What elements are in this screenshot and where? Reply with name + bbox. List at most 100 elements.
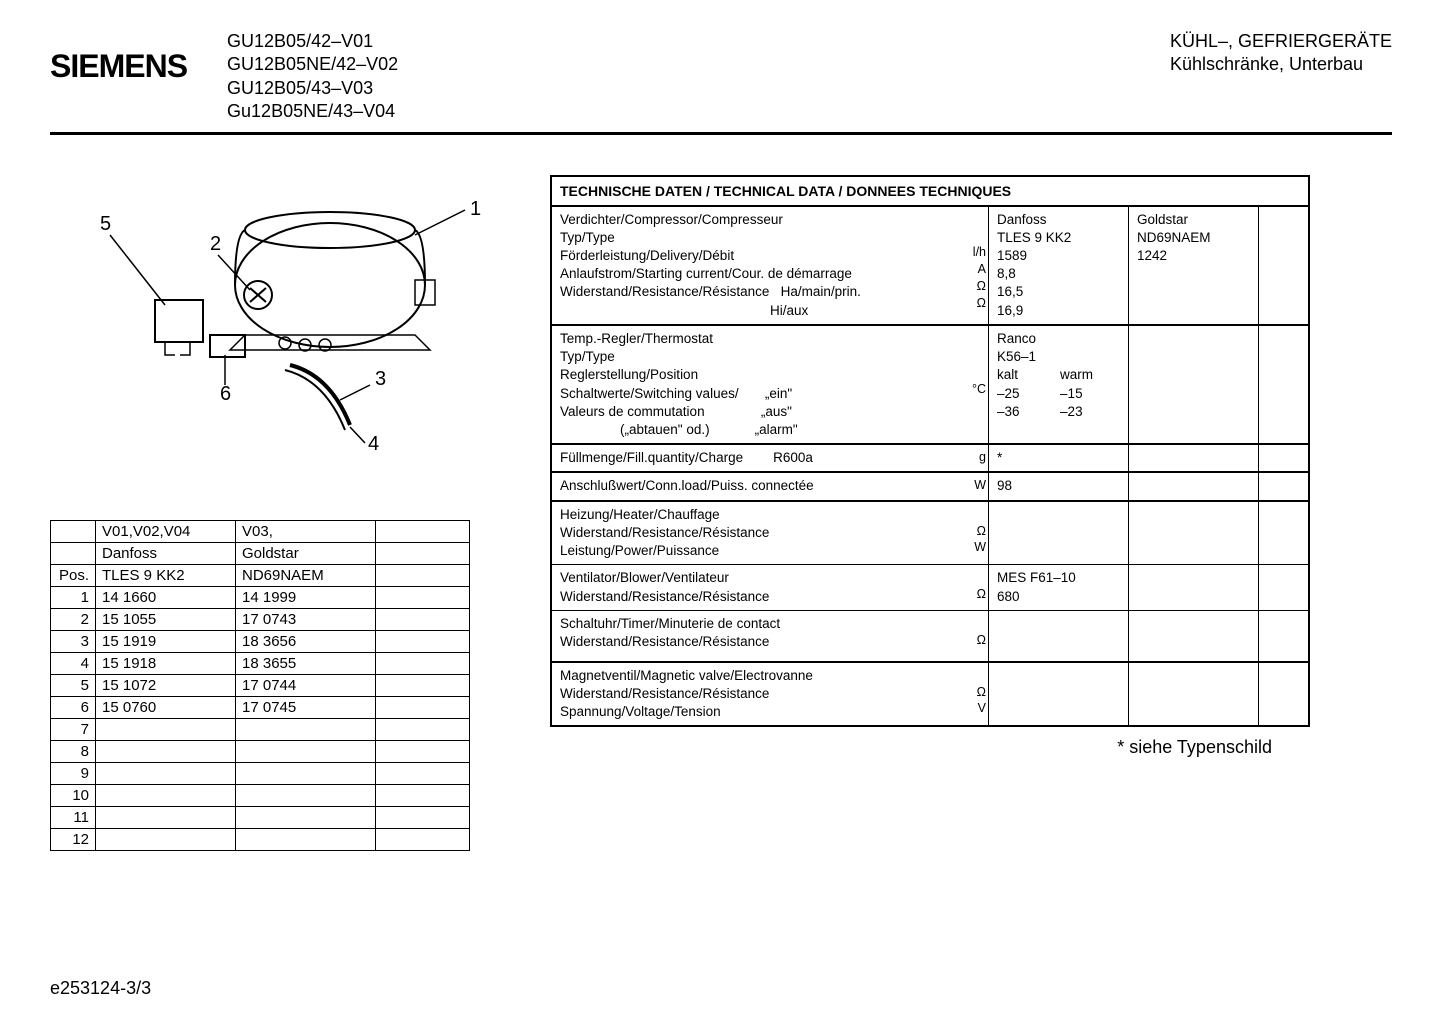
parts-cell [51, 542, 96, 564]
tech-section-valve: Magnetventil/Magnetic valve/Electrovanne… [552, 661, 1308, 726]
tech-section-compressor: Verdichter/Compressor/Compresseur Typ/Ty… [552, 205, 1308, 324]
document-header: SIEMENS GU12B05/42–V01 GU12B05NE/42–V02 … [50, 30, 1392, 135]
tech-units: °C [952, 326, 988, 443]
parts-cell: 6 [51, 696, 96, 718]
parts-row: 415 191818 3655 [51, 652, 470, 674]
parts-cell: 14 1999 [236, 586, 376, 608]
parts-cell: 2 [51, 608, 96, 630]
parts-header-cell [376, 520, 470, 542]
parts-cell: 7 [51, 718, 96, 740]
tech-value-col2: Goldstar ND69NAEM 1242 [1128, 207, 1258, 324]
tech-value-col2 [1128, 502, 1258, 565]
tech-value-col2 [1128, 611, 1258, 661]
parts-cell [96, 740, 236, 762]
parts-row: 515 107217 0744 [51, 674, 470, 696]
callout-3: 3 [375, 368, 386, 390]
left-column: 1 5 2 6 [50, 175, 510, 851]
tech-value-col3 [1258, 611, 1308, 661]
page: SIEMENS GU12B05/42–V01 GU12B05NE/42–V02 … [0, 0, 1442, 881]
parts-row: 7 [51, 718, 470, 740]
tech-section-fill: Füllmenge/Fill.quantity/Charge R600a g * [552, 443, 1308, 471]
parts-cell [236, 784, 376, 806]
parts-cell [376, 762, 470, 784]
parts-cell: 12 [51, 828, 96, 850]
tech-value-col3 [1258, 473, 1308, 499]
content-area: 1 5 2 6 [50, 175, 1392, 851]
parts-cell: Danfoss [96, 542, 236, 564]
callout-5: 5 [100, 213, 111, 235]
parts-cell: Goldstar [236, 542, 376, 564]
parts-cell [376, 674, 470, 696]
parts-cell: 8 [51, 740, 96, 762]
parts-cell [236, 740, 376, 762]
tech-units: Ω [952, 565, 988, 609]
parts-cell [376, 696, 470, 718]
parts-table: V01,V02,V04 V03, Danfoss Goldstar Pos. T… [50, 520, 470, 851]
model-numbers: GU12B05/42–V01 GU12B05NE/42–V02 GU12B05/… [227, 30, 398, 124]
tech-labels: Schaltuhr/Timer/Minuterie de contact Wid… [552, 611, 952, 661]
parts-cell [376, 542, 470, 564]
diagram-svg: 1 5 2 6 [70, 175, 490, 455]
parts-cell: 14 1660 [96, 586, 236, 608]
tech-value-col2 [1128, 473, 1258, 499]
parts-cell [236, 806, 376, 828]
parts-row: 11 [51, 806, 470, 828]
parts-header-cell: V01,V02,V04 [96, 520, 236, 542]
tech-labels: Ventilator/Blower/Ventilateur Widerstand… [552, 565, 952, 609]
tech-units: g [952, 445, 988, 471]
category-label: KÜHL–, GEFRIERGERÄTE Kühlschränke, Unter… [1170, 30, 1392, 77]
tech-units: W [952, 473, 988, 499]
parts-cell [96, 828, 236, 850]
tech-value-col1: * [988, 445, 1128, 471]
tech-units: Ω [952, 611, 988, 661]
parts-cell [376, 652, 470, 674]
parts-cell: 15 1919 [96, 630, 236, 652]
document-id: e253124-3/3 [50, 978, 151, 999]
tech-labels: Magnetventil/Magnetic valve/Electrovanne… [552, 663, 952, 726]
parts-cell [376, 740, 470, 762]
header-left: SIEMENS GU12B05/42–V01 GU12B05NE/42–V02 … [50, 30, 398, 124]
parts-cell: 10 [51, 784, 96, 806]
callout-6: 6 [220, 383, 231, 405]
parts-cell [96, 718, 236, 740]
tech-table-title: TECHNISCHE DATEN / TECHNICAL DATA / DONN… [552, 177, 1308, 205]
tech-value-col3 [1258, 326, 1308, 443]
tech-value-col1: Ranco K56–1 kalt –25 –36 warm –15 –23 [988, 326, 1128, 443]
parts-cell: 18 3656 [236, 630, 376, 652]
category-line: KÜHL–, GEFRIERGERÄTE [1170, 30, 1392, 53]
tech-value-col2 [1128, 445, 1258, 471]
parts-cell [376, 608, 470, 630]
parts-cell: TLES 9 KK2 [96, 564, 236, 586]
tech-labels: Temp.-Regler/Thermostat Typ/Type Reglers… [552, 326, 952, 443]
tech-value-col1: Danfoss TLES 9 KK2 1589 8,8 16,5 16,9 [988, 207, 1128, 324]
parts-row: 315 191918 3656 [51, 630, 470, 652]
parts-row: 10 [51, 784, 470, 806]
parts-cell [376, 806, 470, 828]
tech-labels: Heizung/Heater/Chauffage Widerstand/Resi… [552, 502, 952, 565]
callout-1: 1 [470, 198, 481, 220]
footnote: * siehe Typenschild [550, 737, 1392, 758]
parts-row: 12 [51, 828, 470, 850]
thermostat-kalt: Ranco K56–1 kalt –25 –36 [997, 330, 1036, 421]
tech-units: Ω V [952, 663, 988, 726]
parts-row: 8 [51, 740, 470, 762]
thermostat-warm: warm –15 –23 [1060, 330, 1093, 421]
parts-header-row: V01,V02,V04 V03, [51, 520, 470, 542]
parts-row: 114 166014 1999 [51, 586, 470, 608]
tech-value-col3 [1258, 565, 1308, 609]
parts-cell: 15 1072 [96, 674, 236, 696]
tech-units: l/h A Ω Ω [952, 207, 988, 324]
tech-section-conn: Anschlußwert/Conn.load/Puiss. connectée … [552, 471, 1308, 499]
tech-value-col1 [988, 663, 1128, 726]
tech-value-col2 [1128, 326, 1258, 443]
tech-value-col3 [1258, 663, 1308, 726]
parts-cell [236, 762, 376, 784]
tech-labels: Füllmenge/Fill.quantity/Charge R600a [552, 445, 952, 471]
parts-cell: 17 0743 [236, 608, 376, 630]
callout-4: 4 [368, 433, 379, 455]
compressor-diagram: 1 5 2 6 [70, 175, 510, 460]
tech-section-timer: Schaltuhr/Timer/Minuterie de contact Wid… [552, 610, 1308, 661]
parts-cell [376, 564, 470, 586]
parts-cell [376, 828, 470, 850]
model-line: GU12B05NE/42–V02 [227, 53, 398, 76]
